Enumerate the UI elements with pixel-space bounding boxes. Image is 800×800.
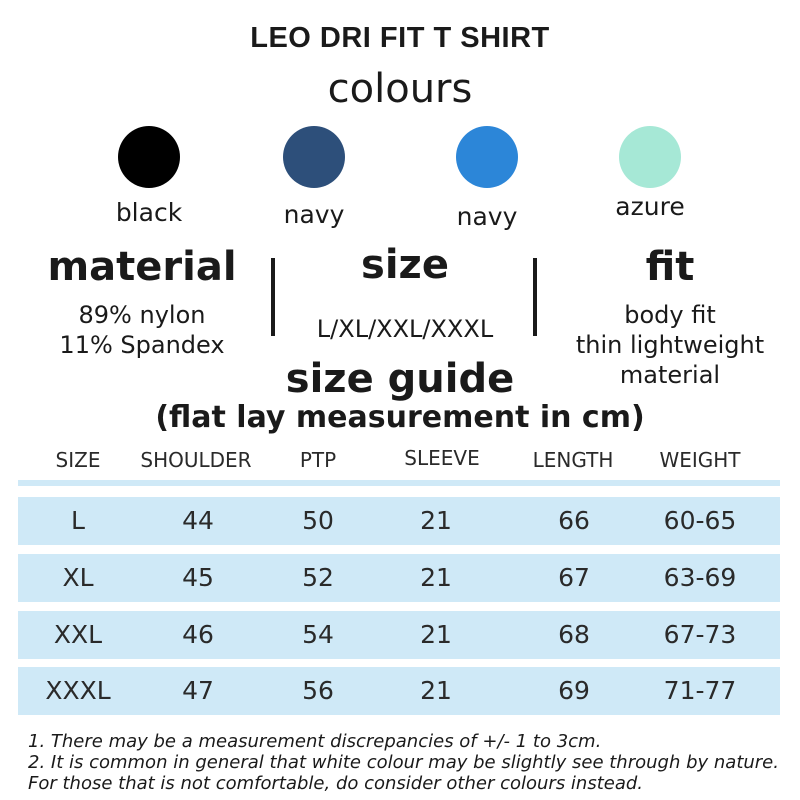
- table-row: [18, 554, 780, 602]
- colour-label: black: [115, 198, 183, 227]
- table-header-rule: [18, 480, 780, 486]
- table-cell: XXL: [53, 620, 103, 649]
- colour-swatch-black: [118, 126, 180, 188]
- material-line: 11% Spandex: [59, 331, 225, 359]
- table-cell: 21: [420, 506, 452, 535]
- table-cell: L: [71, 506, 85, 535]
- table-cell: 67-73: [663, 620, 737, 649]
- table-cell: 56: [302, 676, 334, 705]
- column-header-sleeve: SLEEVE: [404, 446, 480, 470]
- table-cell: 60-65: [663, 506, 737, 535]
- table-cell: 50: [302, 506, 334, 535]
- table-row: [18, 611, 780, 659]
- table-cell: 54: [302, 620, 334, 649]
- table-cell: 21: [420, 676, 452, 705]
- colour-swatch-azure: [619, 126, 681, 188]
- note-white-colour: 2. It is common in general that white co…: [28, 752, 779, 794]
- colour-label: azure: [615, 192, 685, 221]
- column-header-size: SIZE: [55, 448, 101, 472]
- table-cell: 44: [182, 506, 214, 535]
- colour-label: navy: [456, 202, 518, 231]
- table-cell: 21: [420, 620, 452, 649]
- table-cell: 21: [420, 563, 452, 592]
- table-cell: XL: [62, 563, 94, 592]
- column-header-length: LENGTH: [532, 448, 614, 472]
- divider: [271, 258, 275, 336]
- size-range: L/XL/XXL/XXXL: [316, 315, 494, 343]
- table-row: [18, 497, 780, 545]
- colours-heading: colours: [327, 66, 473, 112]
- size-guide-heading: size guide: [285, 356, 515, 402]
- colour-swatch-navy-dark: [283, 126, 345, 188]
- size-heading: size: [361, 242, 449, 288]
- size-guide-subheading: (flat lay measurement in cm): [155, 400, 645, 435]
- column-header-ptp: PTP: [299, 448, 337, 472]
- table-cell: 67: [558, 563, 590, 592]
- table-cell: 71-77: [663, 676, 737, 705]
- fit-line: body fit: [624, 301, 716, 329]
- product-title: LEO DRI FIT T SHIRT: [250, 22, 550, 54]
- table-cell: XXXL: [45, 676, 111, 705]
- fit-line: material: [619, 361, 721, 389]
- material-line: 89% nylon: [78, 301, 206, 329]
- divider: [533, 258, 537, 336]
- table-cell: 46: [182, 620, 214, 649]
- column-header-shoulder: SHOULDER: [140, 448, 252, 472]
- table-cell: 68: [558, 620, 590, 649]
- table-cell: 47: [182, 676, 214, 705]
- note-measurement: 1. There may be a measurement discrepanc…: [28, 731, 602, 752]
- table-row: [18, 667, 780, 715]
- table-cell: 69: [558, 676, 590, 705]
- colour-label: navy: [283, 200, 345, 229]
- table-cell: 66: [558, 506, 590, 535]
- table-cell: 45: [182, 563, 214, 592]
- table-cell: 52: [302, 563, 334, 592]
- table-cell: 63-69: [663, 563, 737, 592]
- material-heading: material: [47, 244, 237, 290]
- column-header-weight: WEIGHT: [659, 448, 741, 472]
- colour-swatch-navy-bright: [456, 126, 518, 188]
- fit-heading: fit: [645, 244, 695, 290]
- fit-details: body fit thin lightweight material: [550, 300, 790, 390]
- material-details: 89% nylon 11% Spandex: [22, 300, 262, 360]
- fit-line: thin lightweight: [575, 331, 765, 359]
